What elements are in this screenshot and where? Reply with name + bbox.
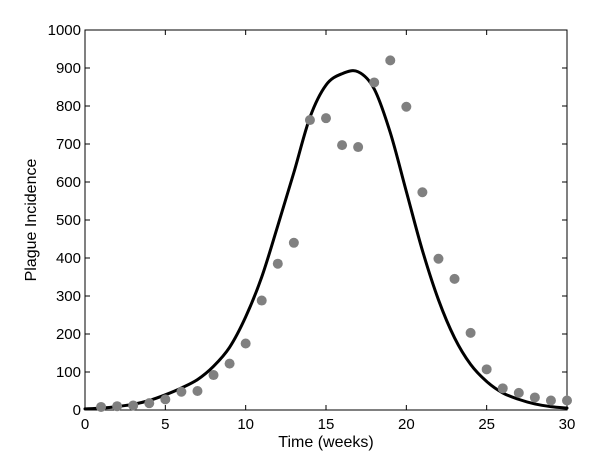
data-point <box>256 295 267 306</box>
data-point <box>240 338 251 349</box>
y-tick-label: 100 <box>56 364 81 381</box>
x-tick-label: 0 <box>81 416 89 433</box>
data-point <box>128 400 139 411</box>
data-point <box>529 392 540 403</box>
data-point <box>353 142 364 153</box>
data-point <box>497 383 508 394</box>
data-point <box>337 140 348 151</box>
data-point <box>208 370 219 381</box>
data-point <box>545 395 556 406</box>
y-tick-label: 1000 <box>48 22 81 39</box>
y-tick-label: 0 <box>73 402 81 419</box>
y-tick-label: 900 <box>56 60 81 77</box>
y-tick-label: 200 <box>56 326 81 343</box>
data-point <box>288 237 299 248</box>
data-point <box>144 398 155 409</box>
data-point <box>224 358 235 369</box>
y-tick-label: 300 <box>56 288 81 305</box>
x-tick-label: 5 <box>161 416 169 433</box>
y-tick-label: 600 <box>56 174 81 191</box>
data-point <box>481 364 492 375</box>
data-point <box>321 113 331 124</box>
y-tick-label: 800 <box>56 98 81 115</box>
data-point <box>96 401 107 412</box>
y-tick-label: 700 <box>56 136 81 153</box>
x-tick-label: 10 <box>237 416 254 433</box>
y-tick-label: 400 <box>56 250 81 267</box>
y-tick-label: 500 <box>56 212 81 229</box>
data-point <box>433 253 444 264</box>
x-axis-title: Time (weeks) <box>278 434 373 451</box>
x-tick-label: 15 <box>318 416 335 433</box>
data-point <box>160 394 171 405</box>
x-tick-label: 25 <box>478 416 495 433</box>
data-point <box>304 115 315 126</box>
data-point <box>385 55 396 66</box>
data-point <box>401 101 412 112</box>
data-point <box>112 401 123 412</box>
data-point <box>449 273 460 284</box>
x-tick-labels: 0 5 10 15 20 25 30 <box>81 416 576 433</box>
y-axis-title: Plague Incidence <box>23 159 40 282</box>
axes-ticks <box>84 29 568 411</box>
data-point <box>176 386 187 397</box>
x-tick-label: 20 <box>398 416 415 433</box>
data-point <box>272 258 283 269</box>
x-tick-label: 30 <box>559 416 576 433</box>
plot-area <box>84 29 568 411</box>
data-point <box>513 387 524 398</box>
data-point <box>562 395 572 406</box>
data-point <box>192 386 203 396</box>
y-tick-labels: 0 100 200 300 400 500 600 700 800 900 1000 <box>48 22 81 419</box>
data-point <box>465 327 476 338</box>
series-layer <box>83 55 572 412</box>
data-point <box>417 187 428 198</box>
data-point <box>369 77 380 88</box>
